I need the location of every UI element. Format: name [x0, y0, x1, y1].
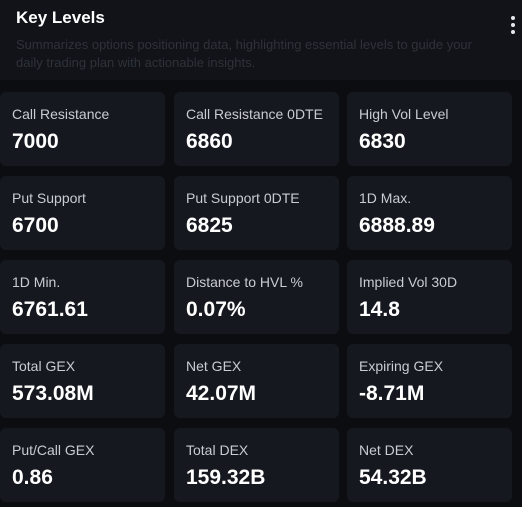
level-card-label: Distance to HVL % — [186, 274, 303, 290]
level-card-value: 573.08M — [12, 382, 94, 405]
level-card-label: Call Resistance 0DTE — [186, 106, 323, 122]
level-card-value: 6700 — [12, 214, 59, 237]
widget-subtitle: Summarizes options positioning data, hig… — [16, 37, 472, 70]
level-card-net-dex: Net DEX 54.32B — [347, 428, 512, 502]
widget-title: Key Levels — [16, 8, 105, 27]
menu-dot — [511, 16, 515, 20]
level-card-put-support: Put Support 6700 — [0, 176, 165, 250]
level-card-label: Call Resistance — [12, 106, 110, 122]
level-card-value: 54.32B — [359, 466, 427, 489]
level-card-expiring-gex: Expiring GEX -8.71M — [347, 344, 512, 418]
level-card-value: -8.71M — [359, 382, 425, 405]
level-card-put-call-gex: Put/Call GEX 0.86 — [0, 428, 165, 502]
level-card-total-gex: Total GEX 573.08M — [0, 344, 165, 418]
level-card-label: Total DEX — [186, 442, 249, 458]
level-card-call-resistance: Call Resistance 7000 — [0, 92, 165, 166]
level-card-value: 6860 — [186, 130, 233, 153]
level-card-value: 6825 — [186, 214, 233, 237]
more-vertical-icon[interactable] — [508, 14, 518, 36]
level-card-1d-max: 1D Max. 6888.89 — [347, 176, 512, 250]
level-card-total-dex: Total DEX 159.32B — [174, 428, 339, 502]
menu-dot — [511, 23, 515, 27]
level-card-value: 6830 — [359, 130, 406, 153]
level-card-label: Expiring GEX — [359, 358, 444, 374]
level-card-label: Implied Vol 30D — [359, 274, 458, 290]
level-card-value: 0.86 — [12, 466, 53, 489]
level-card-value: 42.07M — [186, 382, 257, 405]
level-card-label: Net GEX — [186, 358, 242, 374]
level-card-distance-to-hvl: Distance to HVL % 0.07% — [174, 260, 339, 334]
level-card-label: 1D Max. — [359, 190, 412, 206]
level-card-call-resistance-0dte: Call Resistance 0DTE 6860 — [174, 92, 339, 166]
level-card-net-gex: Net GEX 42.07M — [174, 344, 339, 418]
level-card-value: 7000 — [12, 130, 59, 153]
level-card-label: High Vol Level — [359, 106, 449, 122]
level-card-value: 0.07% — [186, 298, 246, 321]
level-card-value: 6761.61 — [12, 298, 88, 321]
level-card-1d-min: 1D Min. 6761.61 — [0, 260, 165, 334]
level-card-value: 159.32B — [186, 466, 266, 489]
level-card-label: Put/Call GEX — [12, 442, 95, 458]
level-card-label: 1D Min. — [12, 274, 61, 290]
level-card-put-support-0dte: Put Support 0DTE 6825 — [174, 176, 339, 250]
level-card-label: Total GEX — [12, 358, 76, 374]
widget-header: Key Levels Summarizes options positionin… — [0, 0, 522, 80]
level-card-label: Net DEX — [359, 442, 414, 458]
level-card-implied-vol-30d: Implied Vol 30D 14.8 — [347, 260, 512, 334]
level-card-value: 6888.89 — [359, 214, 435, 237]
menu-dot — [511, 30, 515, 34]
level-card-label: Put Support 0DTE — [186, 190, 300, 206]
level-card-label: Put Support — [12, 190, 86, 206]
level-card-high-vol-level: High Vol Level 6830 — [347, 92, 512, 166]
level-card-value: 14.8 — [359, 298, 400, 321]
